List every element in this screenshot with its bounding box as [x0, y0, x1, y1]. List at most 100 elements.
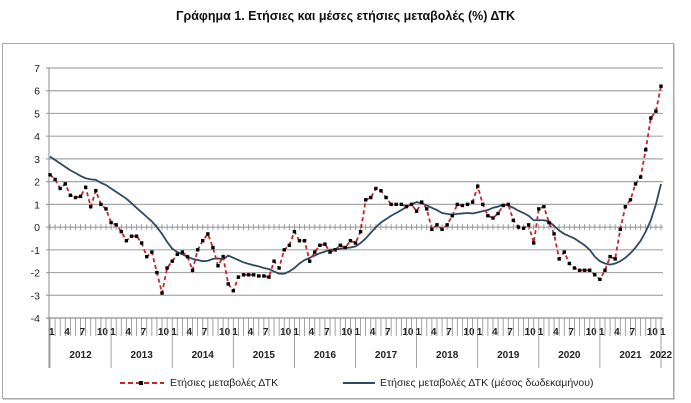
data-point-marker: [78, 194, 83, 199]
data-point-marker: [588, 268, 592, 272]
x-month-label: 4: [370, 327, 376, 338]
data-point-marker: [455, 202, 460, 207]
data-point-marker: [557, 257, 561, 261]
data-point-marker: [236, 275, 241, 279]
data-point-marker: [419, 200, 424, 204]
x-year-label: 2016: [314, 350, 337, 361]
data-point-marker: [185, 254, 190, 259]
data-point-marker: [257, 274, 261, 278]
data-point-marker: [307, 259, 312, 263]
x-month-label: 4: [125, 327, 131, 338]
data-point-marker: [63, 182, 67, 186]
data-point-marker: [353, 241, 358, 245]
data-point-marker: [506, 202, 510, 207]
dashed-line-marker-icon: [120, 381, 164, 385]
y-tick-label: 5: [34, 108, 40, 120]
data-point-marker: [476, 184, 480, 188]
data-point-marker: [547, 220, 551, 225]
x-year-label: 2020: [558, 350, 581, 361]
data-point-marker: [48, 173, 52, 177]
y-tick-label: -4: [31, 313, 40, 325]
gridlines: [46, 67, 663, 368]
x-year-label: 2019: [497, 350, 520, 361]
y-tick-label: -1: [31, 245, 40, 257]
x-year-label: 2021: [619, 350, 642, 361]
data-point-marker: [598, 277, 602, 282]
data-point-marker: [516, 225, 521, 229]
y-tick-label: 7: [34, 63, 40, 75]
data-point-marker: [649, 116, 653, 120]
x-month-label: 4: [309, 327, 315, 338]
data-point-marker: [231, 289, 235, 293]
x-month-label: 4: [614, 327, 620, 338]
data-point-marker: [486, 214, 490, 218]
data-point-marker: [155, 270, 159, 275]
x-month-label: 7: [629, 327, 635, 338]
data-point-marker: [481, 202, 485, 207]
x-month-label: 7: [202, 327, 208, 338]
data-point-marker: [572, 266, 577, 270]
x-month-label: 4: [64, 327, 70, 338]
data-point-marker: [124, 239, 129, 243]
legend-item-average: Ετήσιες μεταβολές ΔΤΚ (μέσος δωδεκαμήνου…: [342, 375, 594, 391]
x-month-label: 10: [525, 327, 537, 338]
data-point-marker: [577, 268, 582, 272]
x-month-label: 1: [355, 327, 361, 338]
data-point-marker: [445, 223, 449, 227]
data-point-marker: [68, 193, 73, 197]
x-month-label: 10: [463, 327, 475, 338]
x-month-label: 7: [141, 327, 147, 338]
solid-line-icon: [343, 382, 375, 384]
data-point-marker: [618, 227, 622, 232]
x-year-label: 2014: [192, 350, 215, 361]
x-month-label: 10: [97, 327, 109, 338]
x-month-label: 1: [416, 327, 422, 338]
data-point-marker: [511, 218, 516, 222]
data-point-marker: [491, 216, 495, 220]
data-point-marker: [358, 229, 363, 234]
x-month-label: 1: [110, 327, 116, 338]
x-month-label: 7: [263, 327, 269, 338]
x-month-label: 7: [324, 327, 330, 338]
x-month-label: 4: [431, 327, 437, 338]
data-point-marker: [409, 202, 414, 207]
data-point-marker: [628, 198, 633, 202]
data-point-marker: [460, 203, 465, 208]
y-tick-label: 3: [34, 154, 40, 166]
data-point-marker: [190, 268, 195, 272]
data-point-marker: [297, 239, 302, 243]
data-point-marker: [389, 202, 393, 207]
data-point-marker: [251, 273, 256, 277]
data-point-marker: [89, 204, 93, 209]
data-point-marker: [109, 220, 113, 225]
data-point-marker: [323, 242, 327, 246]
data-point-marker: [160, 291, 164, 295]
data-point-marker: [328, 250, 332, 254]
data-point-marker: [537, 207, 541, 211]
data-point-marker: [603, 268, 607, 272]
x-axis: 1 4 7 10 1 4 7 10 1 4 7 10 1 4 7 10 1 4 7 10 1 4 7 10 1 4 7 10 1 4 7 10…: [46, 317, 673, 368]
x-month-label: 4: [186, 327, 192, 338]
data-point-marker: [83, 185, 88, 190]
y-tick-label: -3: [31, 290, 40, 302]
x-year-label: 2015: [253, 350, 276, 361]
data-point-marker: [496, 211, 500, 216]
data-point-marker: [562, 250, 566, 254]
x-year-label: 2018: [436, 350, 459, 361]
x-year-label: 2012: [69, 350, 92, 361]
data-point-marker: [282, 248, 286, 252]
legend-item-annual: Ετήσιες μεταβολές ΔΤΚ: [118, 375, 278, 391]
legend-label-annual: Ετήσιες μεταβολές ΔΤΚ: [170, 377, 279, 389]
data-point-marker: [384, 195, 388, 200]
x-year-label: 2013: [131, 350, 154, 361]
y-tick-label: 2: [34, 177, 40, 189]
y-tick-label: 6: [34, 86, 40, 98]
data-point-marker: [145, 254, 149, 259]
data-point-marker: [465, 202, 470, 207]
x-month-label: 1: [660, 327, 666, 338]
data-point-marker: [430, 227, 434, 232]
y-axis-labels: -4 -3 -2 -1 0 1 2 3 4 5 6 7: [31, 63, 41, 325]
data-point-marker: [150, 250, 154, 254]
data-point-marker: [363, 198, 368, 202]
